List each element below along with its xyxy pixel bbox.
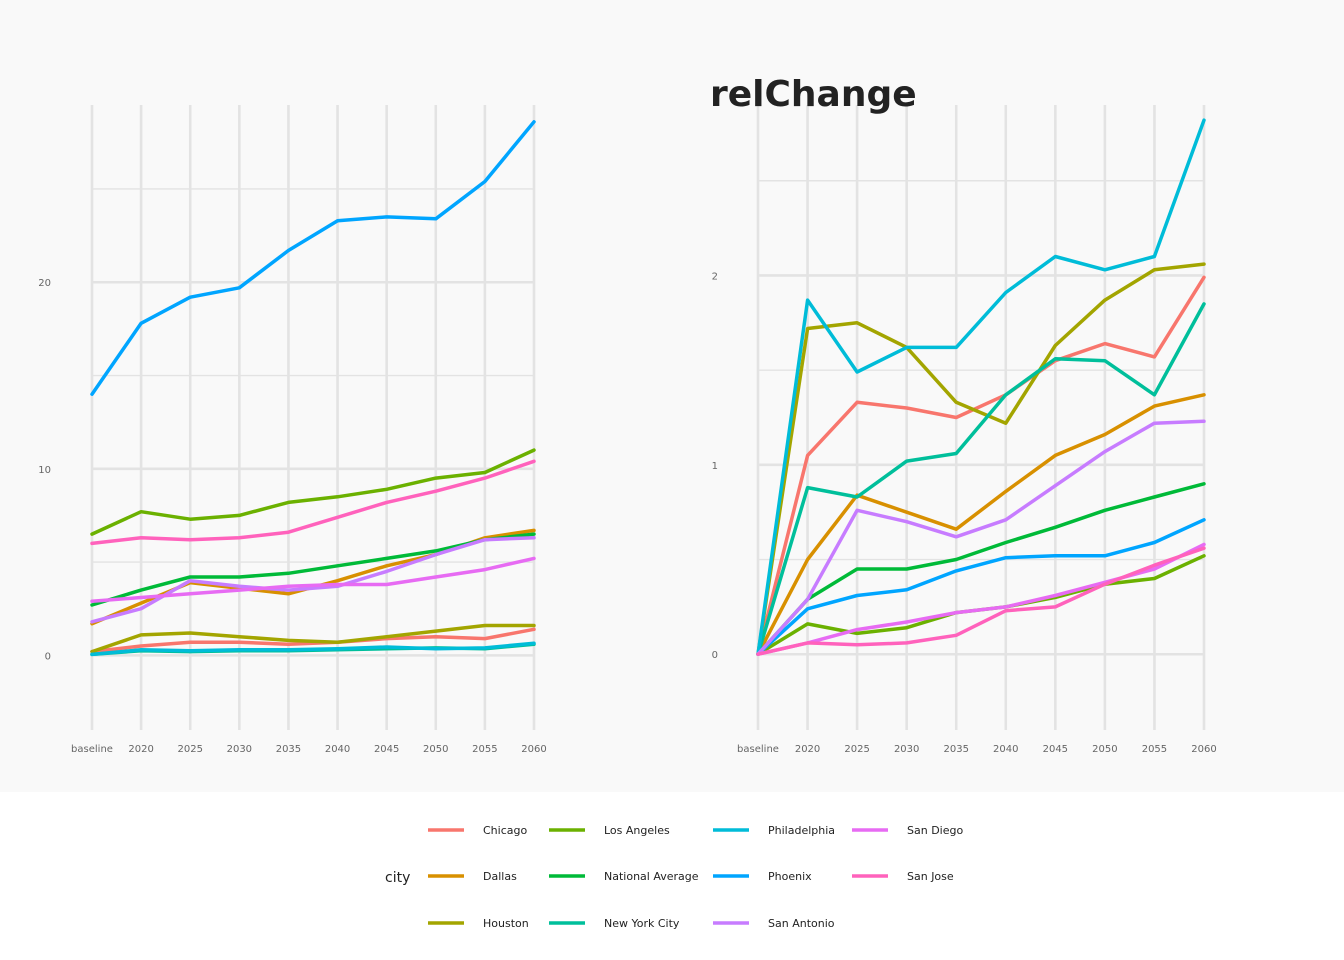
series-line-phoenix [90,120,536,396]
x-tick-label: 2025 [844,744,869,755]
legend-label: Dallas [483,870,517,883]
x-tick-label: 2040 [325,744,350,755]
y-tick-label: 20 [38,278,51,289]
legend: city Chicago Dallas Houston Los Angeles Nati… [385,824,963,930]
series-line-san-diego [90,556,536,604]
x-tick-label: 2020 [795,744,820,755]
y-tick-label: 0 [712,650,718,661]
x-tick-label: baseline [737,744,779,755]
series-line-dallas [756,393,1206,656]
x-tick-label: 2060 [521,744,546,755]
x-tick-label: 2020 [128,744,153,755]
legend-label: Los Angeles [604,824,670,837]
series-line-san-jose [90,459,536,546]
series-line-philadelphia [756,118,1206,656]
panel-absolute: 0 10 20 baseline 2020 2025 2030 2035 2040 2045 205… [38,105,547,755]
x-tick-label: 2025 [177,744,202,755]
x-tick-label: 2055 [472,744,497,755]
x-tick-label: 2045 [1043,744,1068,755]
series-line-san-antonio [756,419,1206,656]
series-line-phoenix [756,518,1206,656]
series-line-houston [756,262,1206,656]
x-tick-label: 2050 [1092,744,1117,755]
series-line-new-york-city [756,302,1206,656]
y-tick-label: 0 [45,651,51,662]
x-tick-label: 2060 [1191,744,1216,755]
panel-relchange: 0 1 2 baseline 2020 2025 2030 2035 2040 2045 2050 2… [712,105,1217,755]
series-line-chicago [756,275,1206,656]
y-tick-label: 2 [712,271,718,282]
x-tick-label: 2035 [276,744,301,755]
legend-label: Houston [483,917,529,930]
legend-label: New York City [604,917,680,930]
x-tick-label: 2055 [1142,744,1167,755]
series-line-chicago [90,627,536,654]
series-line-san-jose [756,546,1206,656]
legend-label: San Antonio [768,917,835,930]
chart-title: relChange [710,74,917,115]
series-line-national-average [90,532,536,607]
x-tick-label: 2035 [943,744,968,755]
legend-label: Chicago [483,824,527,837]
x-tick-label: 2050 [423,744,448,755]
series-line-philadelphia [90,641,536,657]
x-tick-label: 2030 [894,744,919,755]
x-tick-label: 2040 [993,744,1018,755]
legend-label: San Jose [907,870,954,883]
y-tick-label: 1 [712,461,718,472]
x-tick-label: baseline [71,744,113,755]
legend-label: National Average [604,870,699,883]
legend-label: Phoenix [768,870,812,883]
series-line-houston [90,623,536,654]
legend-label: Philadelphia [768,824,835,837]
legend-label: San Diego [907,824,963,837]
series-line-national-average [756,482,1206,656]
x-tick-label: 2030 [227,744,252,755]
plot-background [0,0,1344,792]
series-line-los-angeles [90,448,536,536]
legend-title: city [385,870,410,886]
y-tick-label: 10 [38,465,51,476]
x-tick-label: 2045 [374,744,399,755]
